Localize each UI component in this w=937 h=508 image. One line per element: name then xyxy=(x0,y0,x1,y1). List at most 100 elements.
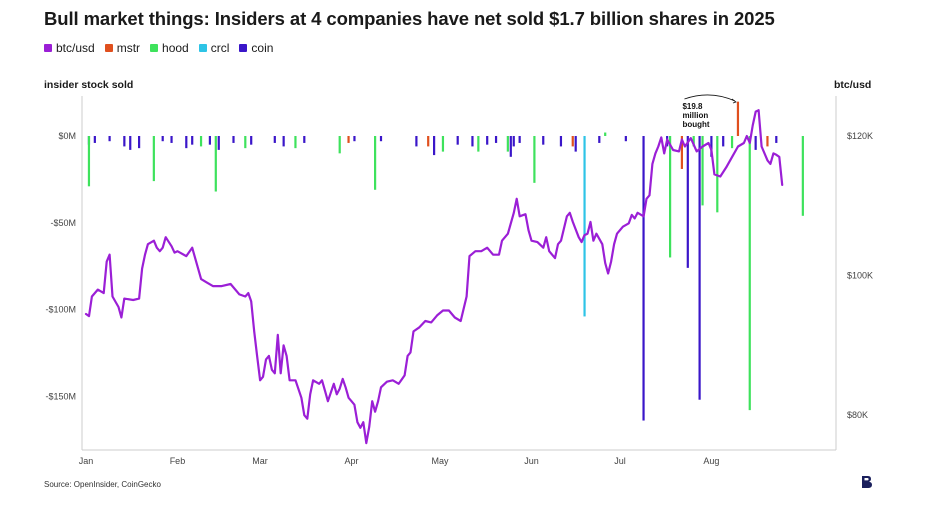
bar-coin xyxy=(273,136,276,143)
bar-coin xyxy=(161,136,164,142)
source-note: Source: OpenInsider, CoinGecko xyxy=(44,480,161,489)
bar-coin xyxy=(108,136,111,142)
bar-coin xyxy=(512,136,515,147)
x-tick-label: Apr xyxy=(344,456,358,466)
legend-item-mstr: mstr xyxy=(104,41,141,55)
bar-coin xyxy=(574,136,577,152)
bar-coin xyxy=(170,136,173,143)
legend-swatch-crcl xyxy=(198,44,207,52)
bar-hood xyxy=(604,132,607,136)
bar-coin xyxy=(598,136,601,143)
legend-item-btc: btc/usd xyxy=(44,41,95,55)
bar-hood xyxy=(199,136,203,147)
legend: btc/usd mstr hood crcl coin xyxy=(44,41,273,55)
bar-coin xyxy=(775,136,778,143)
bar-hood xyxy=(294,136,297,149)
bar-hood xyxy=(374,136,377,190)
x-tick-label: Jul xyxy=(614,456,626,466)
bar-coin xyxy=(232,136,235,143)
bar-coin xyxy=(415,136,418,147)
bar-coin xyxy=(542,136,545,145)
bar-hood xyxy=(506,136,509,152)
legend-item-crcl: crcl xyxy=(198,41,230,55)
legend-swatch-coin xyxy=(239,44,248,52)
bar-hood xyxy=(477,136,480,152)
bar-coin xyxy=(754,136,757,150)
bar-coin xyxy=(433,136,436,156)
bar-coin xyxy=(559,136,563,147)
bar-coin xyxy=(624,136,627,142)
bar-hood xyxy=(716,136,719,213)
bar-mstr xyxy=(766,136,769,147)
bar-mstr xyxy=(736,101,740,136)
annotation-arrowhead xyxy=(731,98,737,104)
left-tick-label: -$150M xyxy=(45,391,76,401)
bar-coin xyxy=(509,136,512,157)
bar-mstr xyxy=(680,136,683,169)
bar-hood xyxy=(801,136,804,216)
legend-label-hood: hood xyxy=(162,41,189,55)
brand-logo-icon xyxy=(862,476,872,488)
bar-coin xyxy=(93,136,96,143)
annotation-text: million xyxy=(682,111,708,120)
bar-hood xyxy=(669,136,672,258)
x-tick-label: Feb xyxy=(170,456,186,466)
legend-swatch-btc xyxy=(44,44,52,52)
legend-swatch-hood xyxy=(150,44,159,52)
bar-coin xyxy=(303,136,306,143)
bar-coin xyxy=(123,136,126,147)
right-tick-label: $100K xyxy=(847,271,873,281)
x-tick-label: Jan xyxy=(79,456,94,466)
bar-coin xyxy=(250,136,253,145)
bar-hood xyxy=(244,136,247,149)
bar-coin xyxy=(353,136,356,142)
bar-coin xyxy=(494,136,498,143)
bar-hood xyxy=(214,136,217,192)
left-tick-label: -$50M xyxy=(50,218,76,228)
btc-price-line xyxy=(84,109,784,445)
left-axis-title: insider stock sold xyxy=(44,79,134,91)
bar-coin xyxy=(138,136,141,149)
bar-hood xyxy=(730,136,734,149)
bar-mstr xyxy=(571,136,574,147)
bar-coin xyxy=(710,136,713,157)
right-tick-label: $80K xyxy=(847,410,868,420)
bar-hood xyxy=(152,136,155,182)
bar-coin xyxy=(642,136,645,421)
x-tick-label: Aug xyxy=(703,456,719,466)
bar-coin xyxy=(698,136,701,400)
bar-coin xyxy=(686,136,689,268)
bar-coin xyxy=(185,136,188,149)
left-tick-label: $0M xyxy=(58,131,76,141)
bar-mstr xyxy=(347,136,350,143)
bar-coin xyxy=(129,136,132,150)
right-axis-title: btc/usd xyxy=(834,79,872,91)
legend-item-hood: hood xyxy=(150,41,189,55)
bar-crcl xyxy=(583,136,586,317)
bar-hood xyxy=(701,136,704,206)
bar-hood xyxy=(338,136,341,154)
bar-hood xyxy=(748,136,751,411)
bar-hood xyxy=(87,136,91,187)
left-tick-label: -$100M xyxy=(45,305,76,315)
legend-item-coin: coin xyxy=(239,41,273,55)
bar-coin xyxy=(208,136,211,145)
bar-coin xyxy=(486,136,489,145)
bar-hood xyxy=(441,136,445,152)
bar-hood xyxy=(533,136,536,183)
legend-swatch-mstr xyxy=(104,44,113,52)
x-tick-label: Jun xyxy=(524,456,539,466)
legend-label-btc: btc/usd xyxy=(56,41,95,55)
x-tick-label: May xyxy=(431,456,449,466)
x-tick-label: Mar xyxy=(252,456,268,466)
legend-label-crcl: crcl xyxy=(210,41,230,55)
bar-coin xyxy=(217,136,220,150)
bar-coin xyxy=(456,136,459,145)
annotation-arrow xyxy=(684,94,736,102)
right-tick-label: $120K xyxy=(847,131,873,141)
bar-coin xyxy=(282,136,285,147)
legend-label-mstr: mstr xyxy=(116,41,141,55)
bar-coin xyxy=(518,136,521,143)
legend-label-coin: coin xyxy=(251,41,274,55)
